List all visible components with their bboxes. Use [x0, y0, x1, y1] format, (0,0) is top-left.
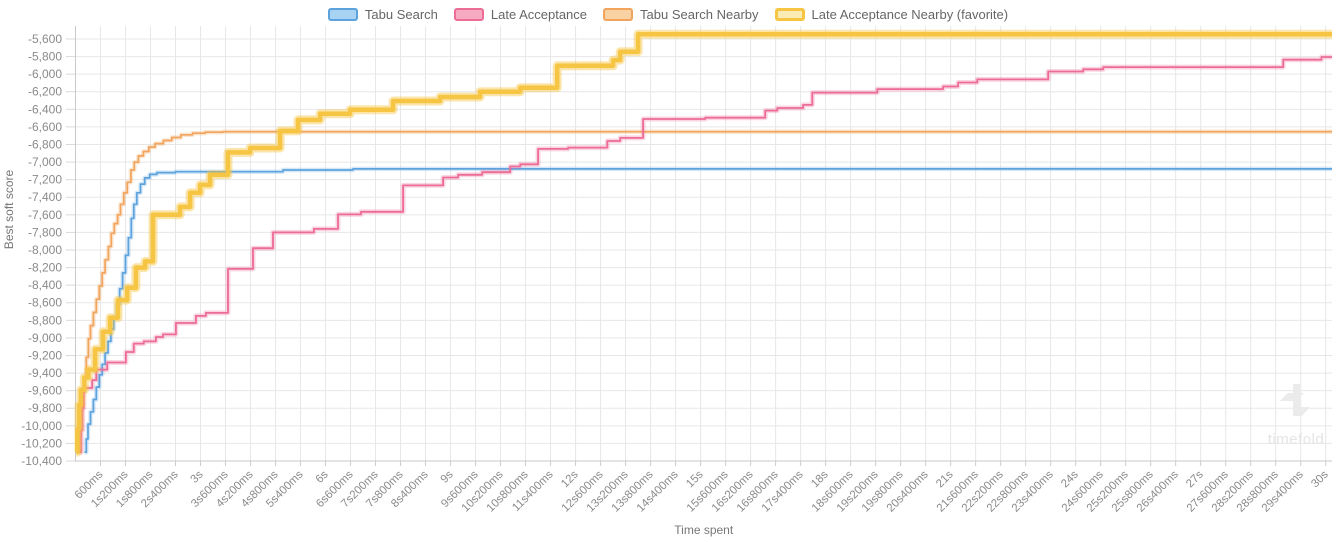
svg-text:-9,000: -9,000 — [28, 331, 62, 345]
timefold-watermark: timefold — [1258, 380, 1334, 448]
svg-text:-7,000: -7,000 — [28, 155, 62, 169]
svg-text:9s: 9s — [439, 468, 456, 485]
svg-text:-8,200: -8,200 — [28, 261, 62, 275]
legend-swatch-icon — [774, 8, 805, 21]
legend-swatch-icon — [327, 8, 358, 21]
svg-text:-7,800: -7,800 — [28, 225, 62, 239]
legend-item-tabu-search[interactable]: Tabu Search — [327, 7, 438, 22]
legend-label: Tabu Search Nearby — [640, 7, 759, 22]
svg-text:-10,000: -10,000 — [21, 419, 62, 433]
svg-text:3s: 3s — [189, 468, 206, 485]
svg-text:-9,800: -9,800 — [28, 401, 62, 415]
svg-text:-9,400: -9,400 — [28, 366, 62, 380]
svg-text:-8,600: -8,600 — [28, 296, 62, 310]
svg-text:-9,200: -9,200 — [28, 348, 62, 362]
legend-label: Late Acceptance Nearby (favorite) — [811, 7, 1009, 22]
svg-text:-7,600: -7,600 — [28, 208, 62, 222]
svg-text:-6,600: -6,600 — [28, 120, 62, 134]
svg-text:-5,600: -5,600 — [28, 32, 62, 46]
svg-text:-5,800: -5,800 — [28, 50, 62, 64]
svg-text:6s: 6s — [314, 468, 331, 485]
svg-text:-7,400: -7,400 — [28, 190, 62, 204]
legend-label: Late Acceptance — [490, 7, 588, 22]
legend-swatch-icon — [603, 8, 634, 21]
legend-item-late-acceptance[interactable]: Late Acceptance — [453, 7, 588, 22]
chart-legend: Tabu Search Late Acceptance Tabu Search … — [0, 7, 1336, 22]
svg-text:30s: 30s — [1309, 468, 1331, 490]
timefold-logo-icon — [1280, 384, 1310, 416]
legend-item-late-acceptance-nearby[interactable]: Late Acceptance Nearby (favorite) — [774, 7, 1009, 22]
svg-text:-9,600: -9,600 — [28, 384, 62, 398]
svg-text:Best soft score: Best soft score — [2, 169, 16, 249]
svg-text:-6,000: -6,000 — [28, 67, 62, 81]
svg-text:-8,400: -8,400 — [28, 278, 62, 292]
svg-text:-7,200: -7,200 — [28, 173, 62, 187]
svg-text:Time spent: Time spent — [674, 523, 734, 537]
svg-text:-6,400: -6,400 — [28, 102, 62, 116]
legend-label: Tabu Search — [364, 7, 438, 22]
svg-text:-8,800: -8,800 — [28, 313, 62, 327]
legend-item-tabu-search-nearby[interactable]: Tabu Search Nearby — [603, 7, 759, 22]
svg-text:-6,800: -6,800 — [28, 137, 62, 151]
svg-text:-8,000: -8,000 — [28, 243, 62, 257]
svg-text:-10,200: -10,200 — [21, 436, 62, 450]
legend-swatch-icon — [453, 8, 484, 21]
svg-text:-6,200: -6,200 — [28, 85, 62, 99]
svg-text:-10,400: -10,400 — [21, 454, 62, 468]
watermark-text: timefold — [1267, 431, 1325, 448]
